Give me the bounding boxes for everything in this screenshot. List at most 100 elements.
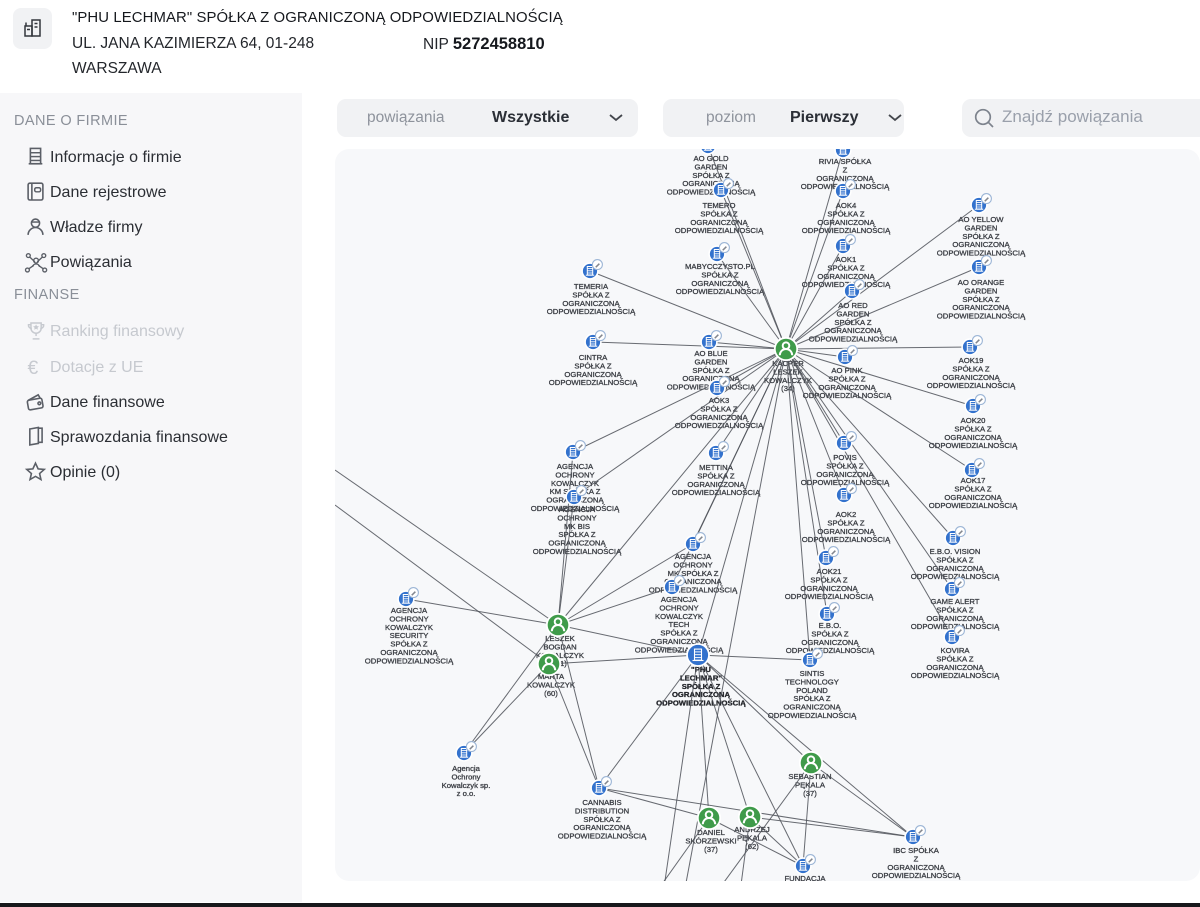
svg-text:SPÓŁKA Z: SPÓŁKA Z (682, 682, 721, 691)
svg-text:AGENCJA: AGENCJA (391, 606, 428, 615)
svg-text:ODPOWIEDZIALNOŚCIĄ: ODPOWIEDZIALNOŚCIĄ (911, 622, 1000, 631)
svg-text:TECHNOLOGY: TECHNOLOGY (785, 677, 839, 686)
svg-text:KOWALCZYK: KOWALCZYK (551, 479, 600, 488)
svg-text:AOK17: AOK17 (961, 476, 986, 485)
svg-text:SPÓŁKA Z: SPÓŁKA Z (962, 295, 999, 304)
svg-text:ODPOWIEDZIALNOŚCIĄ: ODPOWIEDZIALNOŚCIĄ (635, 645, 724, 654)
svg-text:SINTIS: SINTIS (800, 669, 825, 678)
svg-text:ODPOWIEDZIALNOŚCIĄ: ODPOWIEDZIALNOŚCIĄ (929, 501, 1018, 510)
svg-text:E.B.O.: E.B.O. (819, 621, 842, 630)
svg-text:OGRANICZONĄ: OGRANICZONĄ (682, 374, 740, 383)
svg-text:AGENCJA: AGENCJA (675, 552, 712, 561)
svg-text:ODPOWIEDZIALNOŚCIĄ: ODPOWIEDZIALNOŚCIĄ (672, 488, 761, 497)
svg-text:PĘKALA: PĘKALA (795, 780, 826, 789)
svg-text:RIVIA SPÓŁKA: RIVIA SPÓŁKA (819, 157, 872, 166)
svg-text:OGRANICZONĄ: OGRANICZONĄ (942, 373, 1000, 382)
svg-text:OGRANICZONĄ: OGRANICZONĄ (824, 326, 882, 335)
svg-text:(62): (62) (745, 842, 759, 851)
svg-text:OGRANICZONĄ: OGRANICZONĄ (687, 480, 745, 489)
svg-text:OGRANICZONĄ: OGRANICZONĄ (816, 174, 874, 183)
svg-text:ODPOWIEDZIALNOŚCIĄ: ODPOWIEDZIALNOŚCIĄ (927, 381, 1016, 390)
svg-text:SPÓŁKA Z: SPÓŁKA Z (700, 209, 737, 218)
svg-text:ODPOWIEDZIALNOŚCIĄ: ODPOWIEDZIALNOŚCIĄ (549, 378, 638, 387)
svg-text:AOK4: AOK4 (836, 201, 857, 210)
svg-text:ODPOWIEDZIALNOŚCIĄ: ODPOWIEDZIALNOŚCIĄ (929, 441, 1018, 450)
svg-text:OGRANICZONĄ: OGRANICZONĄ (952, 240, 1010, 249)
svg-text:OGRANICZONĄ: OGRANICZONĄ (650, 637, 708, 646)
svg-text:SPÓŁKA Z: SPÓŁKA Z (954, 484, 991, 493)
svg-text:OGRANICZONĄ: OGRANICZONĄ (952, 303, 1010, 312)
svg-text:z o.o.: z o.o. (457, 789, 476, 798)
svg-text:SPÓŁKA Z: SPÓŁKA Z (828, 374, 865, 383)
svg-text:OGRANICZONĄ: OGRANICZONĄ (380, 648, 438, 657)
svg-text:OCHRONY: OCHRONY (555, 470, 594, 479)
svg-text:AO PINK: AO PINK (831, 366, 863, 375)
svg-text:MK SPÓŁKA Z: MK SPÓŁKA Z (668, 569, 719, 578)
svg-text:ODPOWIEDZIALNOŚCIĄ: ODPOWIEDZIALNOŚCIĄ (786, 646, 875, 655)
svg-text:AGENCJA: AGENCJA (559, 505, 596, 514)
svg-text:ODPOWIEDZIALNOŚCIĄ: ODPOWIEDZIALNOŚCIĄ (547, 307, 636, 316)
svg-text:CINTRA: CINTRA (579, 353, 608, 362)
svg-text:ODPOWIEDZIALNOŚCIĄ: ODPOWIEDZIALNOŚCIĄ (365, 656, 454, 665)
svg-text:SPÓŁKA Z: SPÓŁKA Z (574, 361, 611, 370)
svg-text:ODPOWIEDZIALNOŚCIĄ: ODPOWIEDZIALNOŚCIĄ (667, 188, 756, 197)
svg-text:OCHRONY: OCHRONY (557, 513, 596, 522)
svg-text:OGRANICZONĄ: OGRANICZONĄ (690, 218, 748, 227)
svg-text:KOWALCZYK: KOWALCZYK (385, 623, 434, 632)
svg-text:OCHRONY: OCHRONY (673, 560, 712, 569)
svg-text:Kowalczyk sp.: Kowalczyk sp. (442, 781, 491, 790)
svg-text:ODPOWIEDZIALNOŚCIĄ: ODPOWIEDZIALNOŚCIĄ (809, 335, 898, 344)
svg-text:KOWALCZYK: KOWALCZYK (527, 680, 576, 689)
svg-text:SPÓŁKA Z: SPÓŁKA Z (834, 318, 871, 327)
svg-text:OGRANICZONĄ: OGRANICZONĄ (562, 299, 620, 308)
svg-text:TEMERO: TEMERO (703, 201, 736, 210)
svg-text:AO YELLOW: AO YELLOW (958, 215, 1004, 224)
svg-text:Agencja: Agencja (452, 764, 481, 773)
svg-text:BOGDAN: BOGDAN (543, 642, 576, 651)
svg-text:OGRANICZONĄ: OGRANICZONĄ (573, 823, 631, 832)
svg-text:OGRANICZONĄ: OGRANICZONĄ (664, 577, 722, 586)
svg-text:DANIEL: DANIEL (697, 828, 725, 837)
svg-text:OGRANICZONĄ: OGRANICZONĄ (944, 493, 1002, 502)
svg-text:AO BLUE: AO BLUE (694, 349, 727, 358)
svg-text:ODPOWIEDZIALNOŚCIĄ: ODPOWIEDZIALNOŚCIĄ (675, 226, 764, 235)
svg-text:Z: Z (843, 165, 848, 174)
svg-text:SPÓŁKA Z: SPÓŁKA Z (827, 263, 864, 272)
svg-text:OGRANICZONĄ: OGRANICZONĄ (944, 433, 1002, 442)
svg-text:ODPOWIEDZIALNOŚCIĄ: ODPOWIEDZIALNOŚCIĄ (911, 671, 1000, 680)
svg-text:(60): (60) (544, 689, 558, 698)
svg-text:AO ORANGE: AO ORANGE (958, 278, 1005, 287)
svg-text:DISTRIBUTION: DISTRIBUTION (575, 806, 629, 815)
svg-text:MARTA: MARTA (538, 672, 565, 681)
svg-text:ODPOWIEDZIALNOŚCIĄ: ODPOWIEDZIALNOŚCIĄ (768, 711, 857, 720)
svg-text:OGRANICZONĄ: OGRANICZONĄ (564, 370, 622, 379)
svg-text:ODPOWIEDZIALNOŚCIĄ: ODPOWIEDZIALNOŚCIĄ (801, 478, 890, 487)
svg-text:SPÓŁKA Z: SPÓŁKA Z (826, 461, 863, 470)
svg-text:POLAND: POLAND (796, 686, 828, 695)
svg-text:OGRANICZONĄ: OGRANICZONĄ (672, 690, 731, 699)
svg-text:TEMERIA: TEMERIA (574, 282, 609, 291)
svg-text:AOK19: AOK19 (959, 356, 984, 365)
svg-text:OCHRONY: OCHRONY (659, 603, 698, 612)
svg-text:ODPOWIEDZIALNOŚCIĄ: ODPOWIEDZIALNOŚCIĄ (676, 287, 765, 296)
svg-text:AOK20: AOK20 (961, 416, 986, 425)
svg-text:MABYCCZYSTO.PL: MABYCCZYSTO.PL (685, 262, 756, 271)
svg-text:LECHMAR": LECHMAR" (680, 673, 722, 682)
svg-text:OGRANICZONĄ: OGRANICZONĄ (801, 638, 859, 647)
svg-text:SPÓŁKA Z: SPÓŁKA Z (692, 171, 729, 180)
svg-text:OGRANICZONĄ: OGRANICZONĄ (691, 279, 749, 288)
svg-text:SPÓŁKA Z: SPÓŁKA Z (793, 694, 830, 703)
svg-text:ODPOWIEDZIALNOŚCIĄ: ODPOWIEDZIALNOŚCIĄ (802, 226, 891, 235)
svg-text:ODPOWIEDZIALNOŚCIĄ: ODPOWIEDZIALNOŚCIĄ (802, 535, 891, 544)
svg-text:OGRANICZONĄ: OGRANICZONĄ (817, 272, 875, 281)
svg-text:POVIS: POVIS (833, 453, 857, 462)
svg-text:ODPOWIEDZIALNOŚCIĄ: ODPOWIEDZIALNOŚCIĄ (558, 832, 647, 841)
svg-text:SPÓŁKA Z: SPÓŁKA Z (827, 209, 864, 218)
svg-text:AGENCJA: AGENCJA (557, 462, 594, 471)
svg-text:SPÓŁKA Z: SPÓŁKA Z (936, 605, 973, 614)
svg-text:SPÓŁKA Z: SPÓŁKA Z (700, 404, 737, 413)
svg-text:OGRANICZONĄ: OGRANICZONĄ (817, 218, 875, 227)
svg-text:OGRANICZONĄ: OGRANICZONĄ (816, 470, 874, 479)
svg-text:ODPOWIEDZIALNOŚCIĄ: ODPOWIEDZIALNOŚCIĄ (675, 421, 764, 430)
svg-text:GARDEN: GARDEN (965, 223, 998, 232)
